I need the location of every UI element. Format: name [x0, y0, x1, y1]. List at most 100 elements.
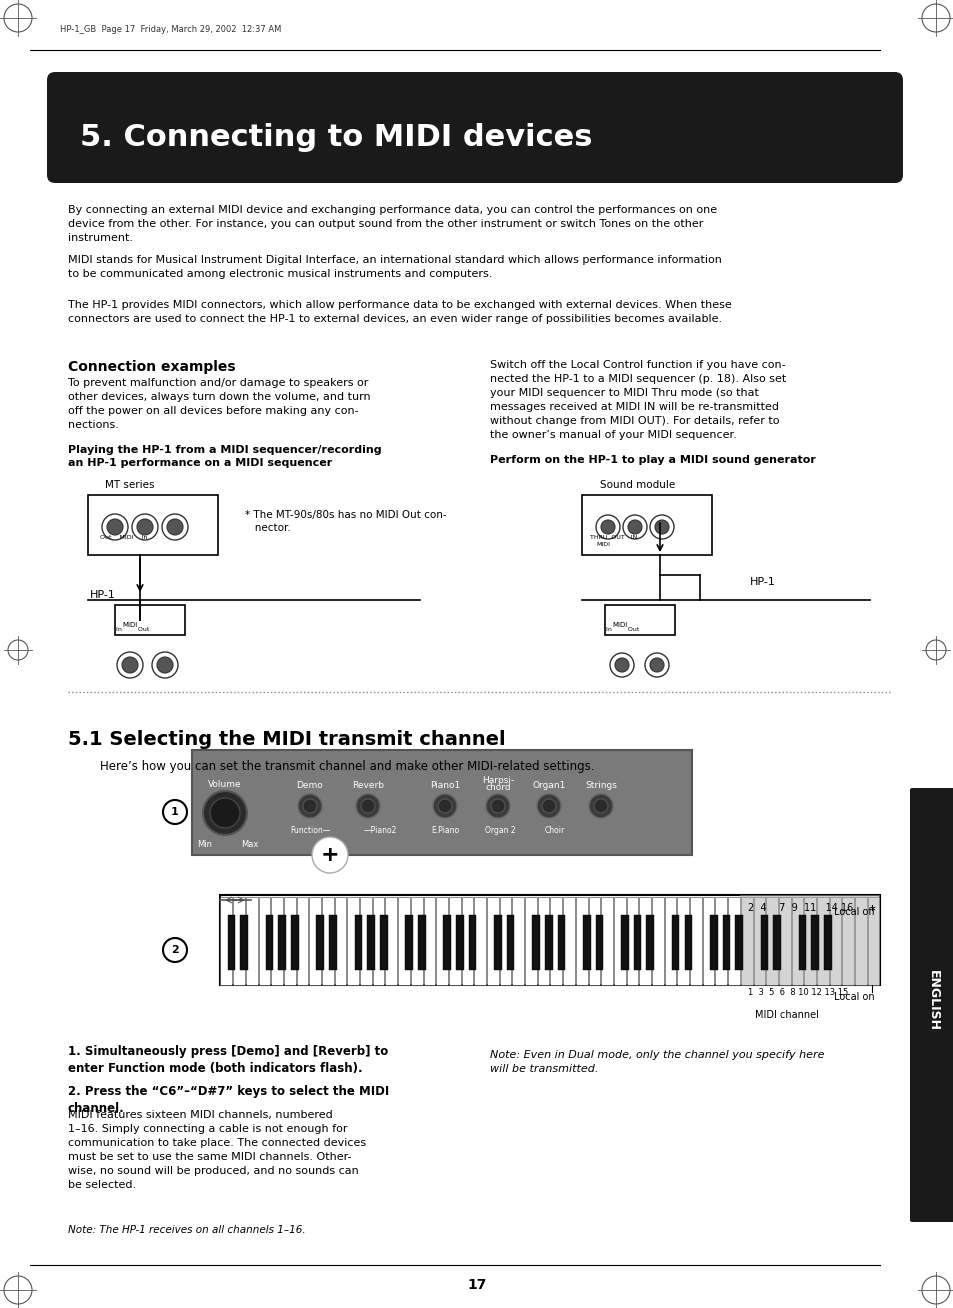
- Text: 1. Simultaneously press [Demo] and [Reverb] to
enter Function mode (both indicat: 1. Simultaneously press [Demo] and [Reve…: [68, 1045, 388, 1075]
- Bar: [779, 897, 790, 985]
- Text: Sound module: Sound module: [599, 480, 675, 490]
- Circle shape: [437, 799, 452, 814]
- Bar: [411, 897, 422, 985]
- Text: Playing the HP-1 from a MIDI sequencer/recording
an HP-1 performance on a MIDI s: Playing the HP-1 from a MIDI sequencer/r…: [68, 445, 381, 468]
- Text: Perform on the HP-1 to play a MIDI sound generator: Perform on the HP-1 to play a MIDI sound…: [490, 455, 815, 466]
- Bar: [823, 916, 831, 971]
- Circle shape: [594, 799, 607, 814]
- Bar: [88, 494, 218, 555]
- Bar: [811, 916, 819, 971]
- Bar: [689, 897, 701, 985]
- Text: Organ1: Organ1: [532, 781, 565, 790]
- Bar: [753, 897, 764, 985]
- Circle shape: [649, 658, 663, 672]
- Bar: [816, 897, 828, 985]
- Bar: [740, 897, 752, 985]
- Bar: [740, 895, 879, 985]
- Circle shape: [615, 658, 628, 672]
- Bar: [461, 897, 473, 985]
- Circle shape: [588, 794, 613, 818]
- Text: Switch off the Local Control function if you have con-
nected the HP-1 to a MIDI: Switch off the Local Control function if…: [490, 360, 785, 439]
- Bar: [246, 897, 257, 985]
- Bar: [646, 916, 654, 971]
- Text: Harpsi-: Harpsi-: [481, 776, 514, 785]
- Bar: [760, 916, 767, 971]
- Bar: [721, 916, 729, 971]
- Bar: [595, 916, 602, 971]
- Text: 2. Press the “C6”–“D#7” keys to select the MIDI
channel.: 2. Press the “C6”–“D#7” keys to select t…: [68, 1086, 389, 1114]
- Text: MIDI stands for Musical Instrument Digital Interface, an international standard : MIDI stands for Musical Instrument Digit…: [68, 255, 721, 279]
- Bar: [271, 897, 283, 985]
- Bar: [671, 916, 679, 971]
- Bar: [544, 916, 552, 971]
- Circle shape: [122, 657, 138, 674]
- Bar: [639, 897, 650, 985]
- Bar: [677, 897, 688, 985]
- Circle shape: [491, 799, 504, 814]
- Bar: [233, 897, 245, 985]
- Text: MIDI channel: MIDI channel: [754, 1010, 818, 1020]
- Circle shape: [600, 521, 615, 534]
- Text: MIDI features sixteen MIDI channels, numbered
1–16. Simply connecting a cable is: MIDI features sixteen MIDI channels, num…: [68, 1110, 366, 1190]
- Bar: [798, 916, 805, 971]
- Bar: [512, 897, 523, 985]
- Circle shape: [312, 837, 348, 872]
- Text: In        Out: In Out: [605, 627, 639, 632]
- Bar: [192, 749, 691, 855]
- Bar: [829, 897, 841, 985]
- Text: Note: The HP-1 receives on all channels 1–16.: Note: The HP-1 receives on all channels …: [68, 1226, 305, 1235]
- Bar: [558, 916, 564, 971]
- Bar: [715, 897, 726, 985]
- Bar: [709, 916, 717, 971]
- Circle shape: [210, 798, 240, 828]
- Bar: [449, 897, 460, 985]
- Bar: [359, 897, 372, 985]
- Text: Reverb: Reverb: [352, 781, 384, 790]
- Bar: [322, 897, 334, 985]
- Bar: [791, 897, 802, 985]
- Bar: [379, 916, 387, 971]
- Text: * The MT-90s/80s has no MIDI Out con-
   nector.: * The MT-90s/80s has no MIDI Out con- ne…: [245, 510, 446, 534]
- Bar: [329, 916, 336, 971]
- Text: 1  3  5  6  8 10 12 13 15: 1 3 5 6 8 10 12 13 15: [747, 988, 847, 997]
- Text: Choir: Choir: [544, 825, 564, 835]
- Bar: [620, 916, 628, 971]
- Text: The HP-1 provides MIDI connectors, which allow performance data to be exchanged : The HP-1 provides MIDI connectors, which…: [68, 300, 731, 324]
- Text: 5.1 Selecting the MIDI transmit channel: 5.1 Selecting the MIDI transmit channel: [68, 730, 505, 749]
- Bar: [562, 897, 575, 985]
- Circle shape: [137, 519, 152, 535]
- Bar: [537, 897, 549, 985]
- Text: Local on: Local on: [834, 991, 874, 1002]
- Circle shape: [485, 794, 510, 818]
- Bar: [487, 897, 498, 985]
- Bar: [115, 606, 185, 634]
- Text: Strings: Strings: [584, 781, 617, 790]
- Bar: [867, 897, 879, 985]
- Text: —Piano2: —Piano2: [363, 825, 396, 835]
- Text: Organ 2: Organ 2: [484, 825, 515, 835]
- Bar: [468, 916, 476, 971]
- Text: In        Out: In Out: [116, 627, 150, 632]
- Bar: [436, 897, 448, 985]
- Text: Max: Max: [241, 840, 258, 849]
- Bar: [474, 897, 485, 985]
- Circle shape: [537, 794, 560, 818]
- Bar: [443, 916, 451, 971]
- Bar: [397, 897, 410, 985]
- Text: ENGLISH: ENGLISH: [925, 969, 939, 1031]
- Text: 2  4    7  9  11   14 16: 2 4 7 9 11 14 16: [747, 903, 852, 913]
- Text: 17: 17: [467, 1278, 486, 1292]
- Text: HP-1: HP-1: [90, 590, 115, 600]
- Bar: [258, 897, 270, 985]
- Bar: [367, 916, 375, 971]
- FancyBboxPatch shape: [47, 72, 902, 183]
- Text: Min: Min: [197, 840, 213, 849]
- Bar: [373, 897, 384, 985]
- Text: MIDI: MIDI: [122, 623, 137, 628]
- Text: Out    MIDI    In: Out MIDI In: [100, 535, 147, 540]
- Bar: [316, 916, 324, 971]
- FancyBboxPatch shape: [909, 787, 953, 1222]
- Bar: [550, 897, 561, 985]
- Bar: [614, 897, 625, 985]
- Bar: [494, 916, 501, 971]
